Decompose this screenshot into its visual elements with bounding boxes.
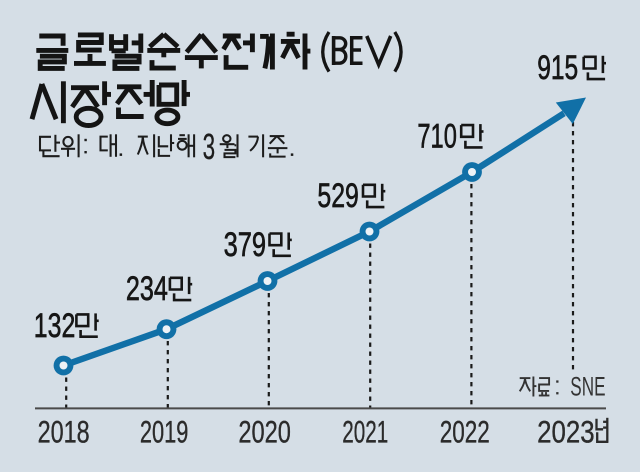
svg-text:132: 132 [34,307,76,345]
svg-text:2022: 2022 [440,415,490,450]
svg-text:3: 3 [203,126,216,167]
svg-text:529: 529 [317,177,359,215]
svg-text:2021: 2021 [342,415,388,450]
svg-text:379: 379 [224,226,267,264]
svg-text:2019: 2019 [140,415,189,450]
svg-text:915: 915 [537,49,578,87]
svg-text:2020: 2020 [238,415,291,450]
svg-text:2018: 2018 [38,415,90,450]
svg-text:710: 710 [417,118,457,156]
svg-text:SNE: SNE [570,371,605,402]
svg-text:234: 234 [126,270,168,308]
svg-text:2023: 2023 [537,415,595,450]
